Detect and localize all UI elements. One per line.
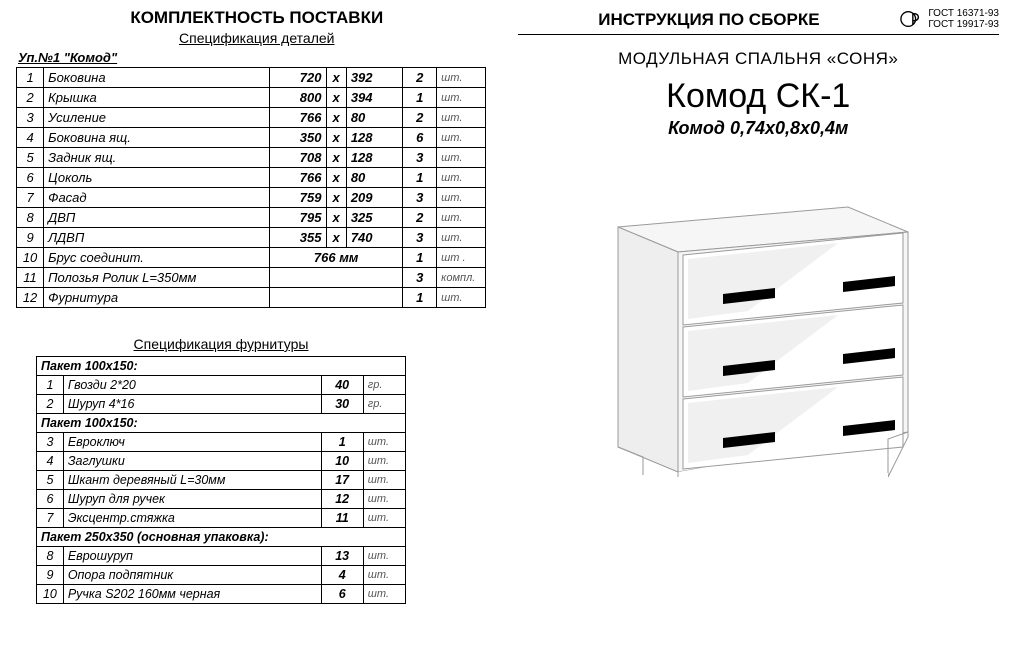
right-header-row: ИНСТРУКЦИЯ ПО СБОРКЕ ГОСТ 16371-93 ГОСТ … bbox=[518, 8, 1000, 35]
model-name: Комод СК-1 bbox=[518, 77, 1000, 116]
table-row: 10Ручка S202 160мм черная6шт. bbox=[37, 585, 406, 604]
table-row: 1Боковина720х3922шт. bbox=[17, 68, 486, 88]
table-row: 9ЛДВП355х7403шт. bbox=[17, 228, 486, 248]
right-column: ИНСТРУКЦИЯ ПО СБОРКЕ ГОСТ 16371-93 ГОСТ … bbox=[508, 0, 1015, 656]
table-row: 8ДВП795х3252шт. bbox=[17, 208, 486, 228]
table-row: 6Шуруп для ручек12шт. bbox=[37, 490, 406, 509]
table-row: 6Цоколь766х801шт. bbox=[17, 168, 486, 188]
table-row: Пакет 100х150: bbox=[37, 357, 406, 376]
assembly-header: ИНСТРУКЦИЯ ПО СБОРКЕ bbox=[518, 8, 901, 30]
left-column: КОМПЛЕКТНОСТЬ ПОСТАВКИ Спецификация дета… bbox=[0, 0, 508, 656]
table-row: 5Шкант деревяный L=30мм17шт. bbox=[37, 471, 406, 490]
supply-header: КОМПЛЕКТНОСТЬ ПОСТАВКИ bbox=[16, 8, 498, 28]
table-row: 7Фасад759х2093шт. bbox=[17, 188, 486, 208]
table-row: 7Эксцентр.стяжка11шт. bbox=[37, 509, 406, 528]
table-row: Пакет 100х150: bbox=[37, 414, 406, 433]
table-row: 12Фурнитура1шт. bbox=[17, 288, 486, 308]
table-row: 1Гвозди 2*2040гр. bbox=[37, 376, 406, 395]
gost-2: ГОСТ 19917-93 bbox=[928, 19, 999, 30]
table-row: Пакет 250х350 (основная упаковка): bbox=[37, 528, 406, 547]
table-row: 4Заглушки10шт. bbox=[37, 452, 406, 471]
hardware-spec-header: Спецификация фурнитуры bbox=[36, 336, 406, 352]
table-row: 4Боковина ящ.350х1286шт. bbox=[17, 128, 486, 148]
hardware-table: Пакет 100х150:1Гвозди 2*2040гр.2Шуруп 4*… bbox=[36, 356, 406, 604]
spec-header: Спецификация деталей bbox=[16, 30, 498, 46]
gost-block: ГОСТ 16371-93 ГОСТ 19917-93 bbox=[900, 8, 999, 30]
gost-1: ГОСТ 16371-93 bbox=[928, 8, 999, 19]
table-row: 11Полозья Ролик L=350мм3компл. bbox=[17, 268, 486, 288]
dresser-illustration bbox=[588, 177, 928, 502]
table-row: 3Усиление766х802шт. bbox=[17, 108, 486, 128]
parts-table: 1Боковина720х3922шт.2Крышка800х3941шт.3У… bbox=[16, 67, 486, 308]
table-row: 3Евроключ1шт. bbox=[37, 433, 406, 452]
package-label: Уп.№1 "Комод" bbox=[18, 50, 498, 65]
table-row: 2Шуруп 4*1630гр. bbox=[37, 395, 406, 414]
table-row: 2Крышка800х3941шт. bbox=[17, 88, 486, 108]
table-row: 10Брус соединит.766 мм1шт . bbox=[17, 248, 486, 268]
table-row: 8Еврошуруп13шт. bbox=[37, 547, 406, 566]
table-row: 5Задник ящ.708х1283шт. bbox=[17, 148, 486, 168]
table-row: 9Опора подпятник4шт. bbox=[37, 566, 406, 585]
cert-mark-icon bbox=[900, 8, 922, 30]
model-dims: Комод 0,74х0,8х0,4м bbox=[518, 118, 1000, 139]
series-name: МОДУЛЬНАЯ СПАЛЬНЯ «СОНЯ» bbox=[518, 49, 1000, 69]
